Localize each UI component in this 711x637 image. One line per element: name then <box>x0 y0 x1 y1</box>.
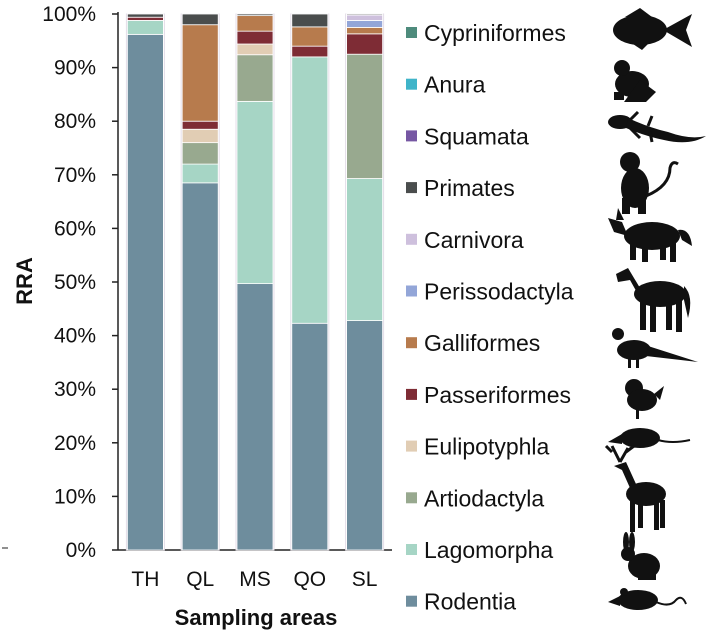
y-axis-title: RRA <box>12 257 37 305</box>
legend-label: Squamata <box>424 123 529 149</box>
bar-segment-passeriformes <box>181 120 219 130</box>
y-tick-label: 60% <box>54 217 96 240</box>
legend-swatch <box>406 182 417 194</box>
bar-segment-artiodactyla <box>236 54 274 102</box>
rabbit-icon <box>621 532 660 580</box>
y-tick-label: 50% <box>54 271 96 294</box>
legend-label: Primates <box>424 175 515 201</box>
fish-icon <box>613 8 692 50</box>
bar-segment-passeriformes <box>236 30 274 45</box>
bar-segment-primates <box>181 13 219 26</box>
legend-label: Lagomorpha <box>424 537 553 563</box>
bar-segment-eulipotyphla <box>236 43 274 56</box>
legend-swatch <box>406 130 417 142</box>
y-tick-label: 20% <box>54 432 96 455</box>
legend-swatch <box>406 544 417 555</box>
y-tick-label: 80% <box>54 110 96 133</box>
y-tick-label: 100% <box>42 3 96 26</box>
legend-swatch <box>406 492 417 504</box>
y-tick-label: 70% <box>54 164 96 187</box>
lizard-icon <box>608 110 706 143</box>
bar-segment-rodentia <box>127 33 164 551</box>
legend-label: Passeriformes <box>424 382 571 408</box>
bar-segment-lagomorpha <box>291 56 329 324</box>
bar-segment-galliformes <box>291 26 329 47</box>
bar-segment-primates <box>291 13 329 28</box>
legend-swatch <box>406 595 417 607</box>
x-tick-label: QL <box>186 568 214 591</box>
y-tick-label: 0% <box>66 539 96 562</box>
legend-label: Perissodactyla <box>424 279 574 305</box>
rat-icon <box>608 588 687 610</box>
legend-label: Carnivora <box>424 227 524 253</box>
legend-swatch <box>406 285 417 297</box>
deer-icon <box>604 444 666 532</box>
x-tick-label: QO <box>293 568 326 591</box>
legend-label: Rodentia <box>424 589 516 615</box>
bar-segment-carnivora <box>346 14 384 21</box>
bar-segment-lagomorpha <box>181 163 219 184</box>
frog-icon <box>614 60 656 102</box>
bar-segment-lagomorpha <box>127 20 164 35</box>
bar-segment-lagomorpha <box>236 100 274 285</box>
bar-segment-galliformes <box>236 15 274 32</box>
legend-swatch <box>406 388 417 400</box>
legend-label: Eulipotyphla <box>424 434 550 460</box>
bar-segment-artiodactyla <box>346 53 384 179</box>
bar-segment-lagomorpha <box>346 178 384 321</box>
bar-segment-passeriformes <box>291 45 329 58</box>
bar-segment-artiodactyla <box>181 142 219 165</box>
bar-segment-rodentia <box>346 320 384 551</box>
legend-swatch <box>406 337 417 349</box>
legend-label: Artiodactyla <box>424 485 544 511</box>
bar-segment-rodentia <box>236 283 274 551</box>
x-tick-label: MS <box>239 568 271 591</box>
shrew-icon <box>608 428 691 448</box>
pheasant-icon <box>612 328 698 368</box>
legend-label: Galliformes <box>424 330 540 356</box>
horse-icon <box>616 268 691 332</box>
bar-segment-primates <box>236 13 274 17</box>
legend-swatch <box>406 440 417 452</box>
legend-swatch <box>406 78 417 90</box>
bar-segment-primates <box>127 13 164 18</box>
monkey-icon <box>620 152 679 214</box>
y-tick-label: 40% <box>54 325 96 348</box>
bar-segment-passeriformes <box>346 33 384 55</box>
x-axis-title: Sampling areas <box>175 605 338 630</box>
bar-segment-eulipotyphla <box>181 128 219 144</box>
legend-swatch <box>406 27 417 38</box>
bar-segment-rodentia <box>291 322 329 551</box>
x-tick-label: SL <box>352 568 378 591</box>
x-tick-label: TH <box>131 568 159 591</box>
bar-segment-perissodactyla <box>346 20 384 28</box>
bar-segment-rodentia <box>181 182 219 551</box>
bird-icon <box>625 379 664 419</box>
bar-segment-galliformes <box>346 26 384 35</box>
wolf-icon <box>608 208 692 262</box>
y-tick-label: 90% <box>54 57 96 80</box>
legend-label: Anura <box>424 72 486 98</box>
bar-segment-passeriformes <box>127 16 164 21</box>
legend-swatch <box>406 233 417 245</box>
y-tick-label: 30% <box>54 378 96 401</box>
y-tick-label: 10% <box>54 485 96 508</box>
legend-label: Cypriniformes <box>424 20 566 46</box>
bar-segment-primates <box>346 13 384 16</box>
bar-segment-galliformes <box>181 24 219 122</box>
